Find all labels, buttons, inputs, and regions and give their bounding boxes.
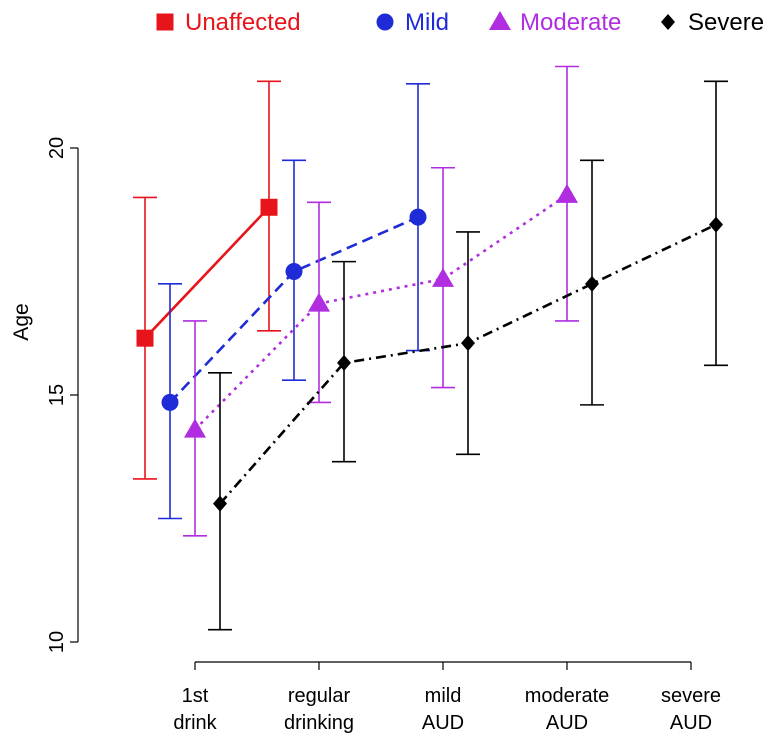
legend-label: Unaffected xyxy=(185,9,301,36)
data-point xyxy=(409,208,427,226)
x-tick-label: severe xyxy=(661,685,721,707)
legend-label: Moderate xyxy=(520,9,621,36)
data-point xyxy=(136,329,154,347)
legend-marker xyxy=(661,14,675,30)
series-severe xyxy=(208,80,728,631)
series-moderate xyxy=(183,65,579,537)
legend-item-moderate: Moderate xyxy=(489,9,621,36)
data-point xyxy=(461,335,475,352)
y-axis: 10 15 20 xyxy=(46,137,79,653)
data-point xyxy=(709,216,723,233)
data-point xyxy=(337,354,351,371)
legend: Unaffected Mild Moderate Severe xyxy=(156,9,764,36)
legend-item-unaffected: Unaffected xyxy=(156,9,301,36)
data-point xyxy=(585,275,599,292)
legend-marker xyxy=(489,11,511,30)
legend-marker xyxy=(376,13,394,31)
plot-area xyxy=(133,65,728,631)
legend-marker xyxy=(156,13,174,31)
y-tick-label: 20 xyxy=(46,137,68,159)
series-mild xyxy=(158,82,430,520)
data-point xyxy=(213,495,227,512)
data-point xyxy=(260,198,278,216)
legend-label: Mild xyxy=(405,9,449,36)
y-tick-label: 10 xyxy=(46,631,68,653)
x-tick-label: AUD xyxy=(422,712,464,734)
x-axis: 1st drink regular drinking mild AUD moderate AU… xyxy=(173,661,721,734)
legend-label: Severe xyxy=(688,9,764,36)
x-tick-label: drinking xyxy=(284,712,354,734)
x-tick-label: AUD xyxy=(546,712,588,734)
x-tick-label: mild xyxy=(425,685,462,707)
data-point xyxy=(308,292,330,312)
x-tick-label: AUD xyxy=(670,712,712,734)
data-point xyxy=(556,183,578,203)
data-point xyxy=(184,418,206,438)
x-tick-label: regular xyxy=(288,685,351,707)
y-axis-title: Age xyxy=(10,303,33,340)
legend-item-mild: Mild xyxy=(376,9,449,36)
x-tick-label: 1st xyxy=(182,685,209,707)
y-tick-label: 15 xyxy=(46,384,68,406)
series-line xyxy=(194,193,568,431)
data-point xyxy=(161,393,179,411)
x-tick-label: drink xyxy=(173,712,217,734)
legend-item-severe: Severe xyxy=(661,9,764,36)
x-tick-label: moderate xyxy=(525,685,610,707)
data-point xyxy=(285,263,303,280)
series-line xyxy=(144,206,270,340)
data-point xyxy=(432,267,454,287)
series-unaffected xyxy=(133,80,281,480)
